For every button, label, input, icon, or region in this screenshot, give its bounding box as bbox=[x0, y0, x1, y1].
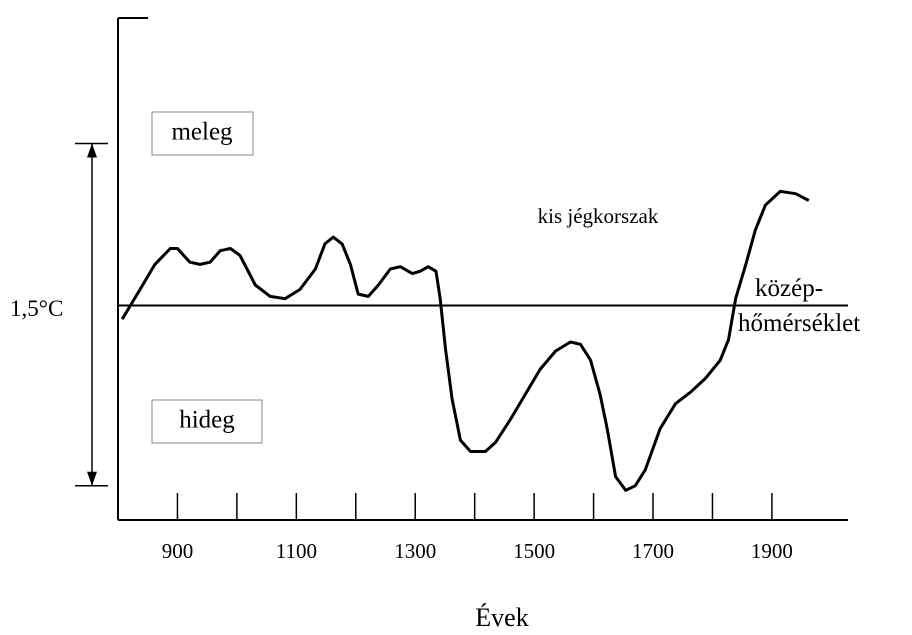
cold-box bbox=[151, 399, 263, 444]
warm-box bbox=[151, 111, 254, 156]
x-tick-label: 1700 bbox=[632, 539, 674, 563]
warm-label: meleg bbox=[171, 119, 233, 146]
reference-label: közép- bbox=[755, 275, 823, 302]
bracket-arrow bbox=[87, 143, 97, 158]
annotation: kis jégkorszak bbox=[538, 204, 659, 228]
x-tick-label: 1900 bbox=[751, 539, 793, 563]
data-line bbox=[120, 189, 810, 492]
bracket-arrow bbox=[87, 471, 97, 486]
x-tick-label: 1100 bbox=[276, 539, 317, 563]
bracket-label: 1,5°C bbox=[10, 296, 63, 321]
reference-label: hőmérséklet bbox=[738, 310, 860, 337]
x-tick-label: 1500 bbox=[513, 539, 555, 563]
cold-label: hideg bbox=[179, 407, 235, 434]
x-axis-label: Évek bbox=[475, 603, 528, 632]
x-tick-label: 900 bbox=[162, 539, 194, 563]
x-tick-label: 1300 bbox=[394, 539, 436, 563]
